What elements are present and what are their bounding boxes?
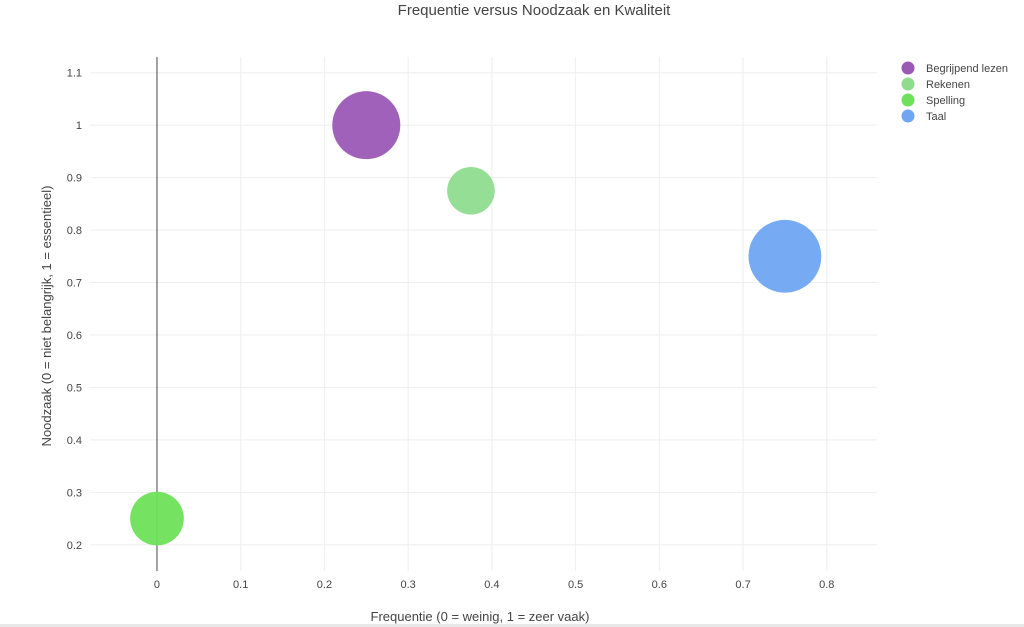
- x-tick-label: 0.8: [819, 579, 834, 591]
- y-axis-ticks: 0.2 0.3 0.4 0.5 0.6 0.7 0.8 0.9 1 1.1: [67, 68, 82, 552]
- y-tick-label: 0.2: [67, 540, 82, 552]
- legend-item[interactable]: Rekenen: [901, 77, 971, 92]
- y-tick-label: 0.8: [67, 225, 82, 237]
- legend-item[interactable]: Taal: [901, 109, 947, 124]
- y-tick-label: 1: [76, 120, 82, 132]
- x-tick-label: 0.4: [484, 579, 499, 591]
- y-tick-label: 0.9: [67, 173, 82, 185]
- legend-marker: [901, 61, 915, 75]
- bubble-spelling[interactable]: [130, 491, 184, 546]
- y-axis-title: Noodzaak (0 = niet belangrijk, 1 = essen…: [39, 186, 54, 447]
- y-tick-label: 0.4: [67, 435, 82, 447]
- bubble-begrijpend-lezen[interactable]: [332, 91, 401, 160]
- grid: [90, 57, 877, 571]
- y-tick-label: 0.7: [67, 278, 82, 290]
- window-bottom-edge: [0, 624, 1024, 627]
- x-tick-label: 0.2: [317, 579, 332, 591]
- legend-label: Spelling: [926, 95, 965, 107]
- bubble-rekenen[interactable]: [447, 166, 495, 215]
- x-axis-title: Frequentie (0 = weinig, 1 = zeer vaak): [371, 609, 590, 624]
- data-points: [130, 91, 822, 546]
- legend[interactable]: Begrijpend lezen Rekenen Spelling Taal: [901, 61, 1008, 124]
- legend-item[interactable]: Spelling: [901, 93, 966, 108]
- bubble-taal[interactable]: [748, 219, 822, 293]
- x-axis-ticks: 0 0.1 0.2 0.3 0.4 0.5 0.6 0.7 0.8: [154, 579, 834, 591]
- y-tick-label: 0.3: [67, 487, 82, 499]
- legend-marker: [901, 77, 915, 91]
- x-tick-label: 0.3: [401, 579, 416, 591]
- x-tick-label: 0: [154, 579, 160, 591]
- legend-label: Rekenen: [926, 79, 970, 91]
- x-tick-label: 0.5: [568, 579, 583, 591]
- legend-marker: [901, 93, 915, 107]
- y-tick-label: 1.1: [67, 68, 82, 80]
- x-tick-label: 0.7: [735, 579, 750, 591]
- x-tick-label: 0.6: [652, 579, 667, 591]
- legend-label: Taal: [926, 111, 946, 123]
- legend-marker: [901, 109, 915, 123]
- x-tick-label: 0.1: [233, 579, 248, 591]
- chart-title: Frequentie versus Noodzaak en Kwaliteit: [398, 2, 671, 19]
- legend-label: Begrijpend lezen: [926, 63, 1008, 75]
- y-tick-label: 0.6: [67, 330, 82, 342]
- y-tick-label: 0.5: [67, 382, 82, 394]
- legend-item[interactable]: Begrijpend lezen: [901, 61, 1008, 76]
